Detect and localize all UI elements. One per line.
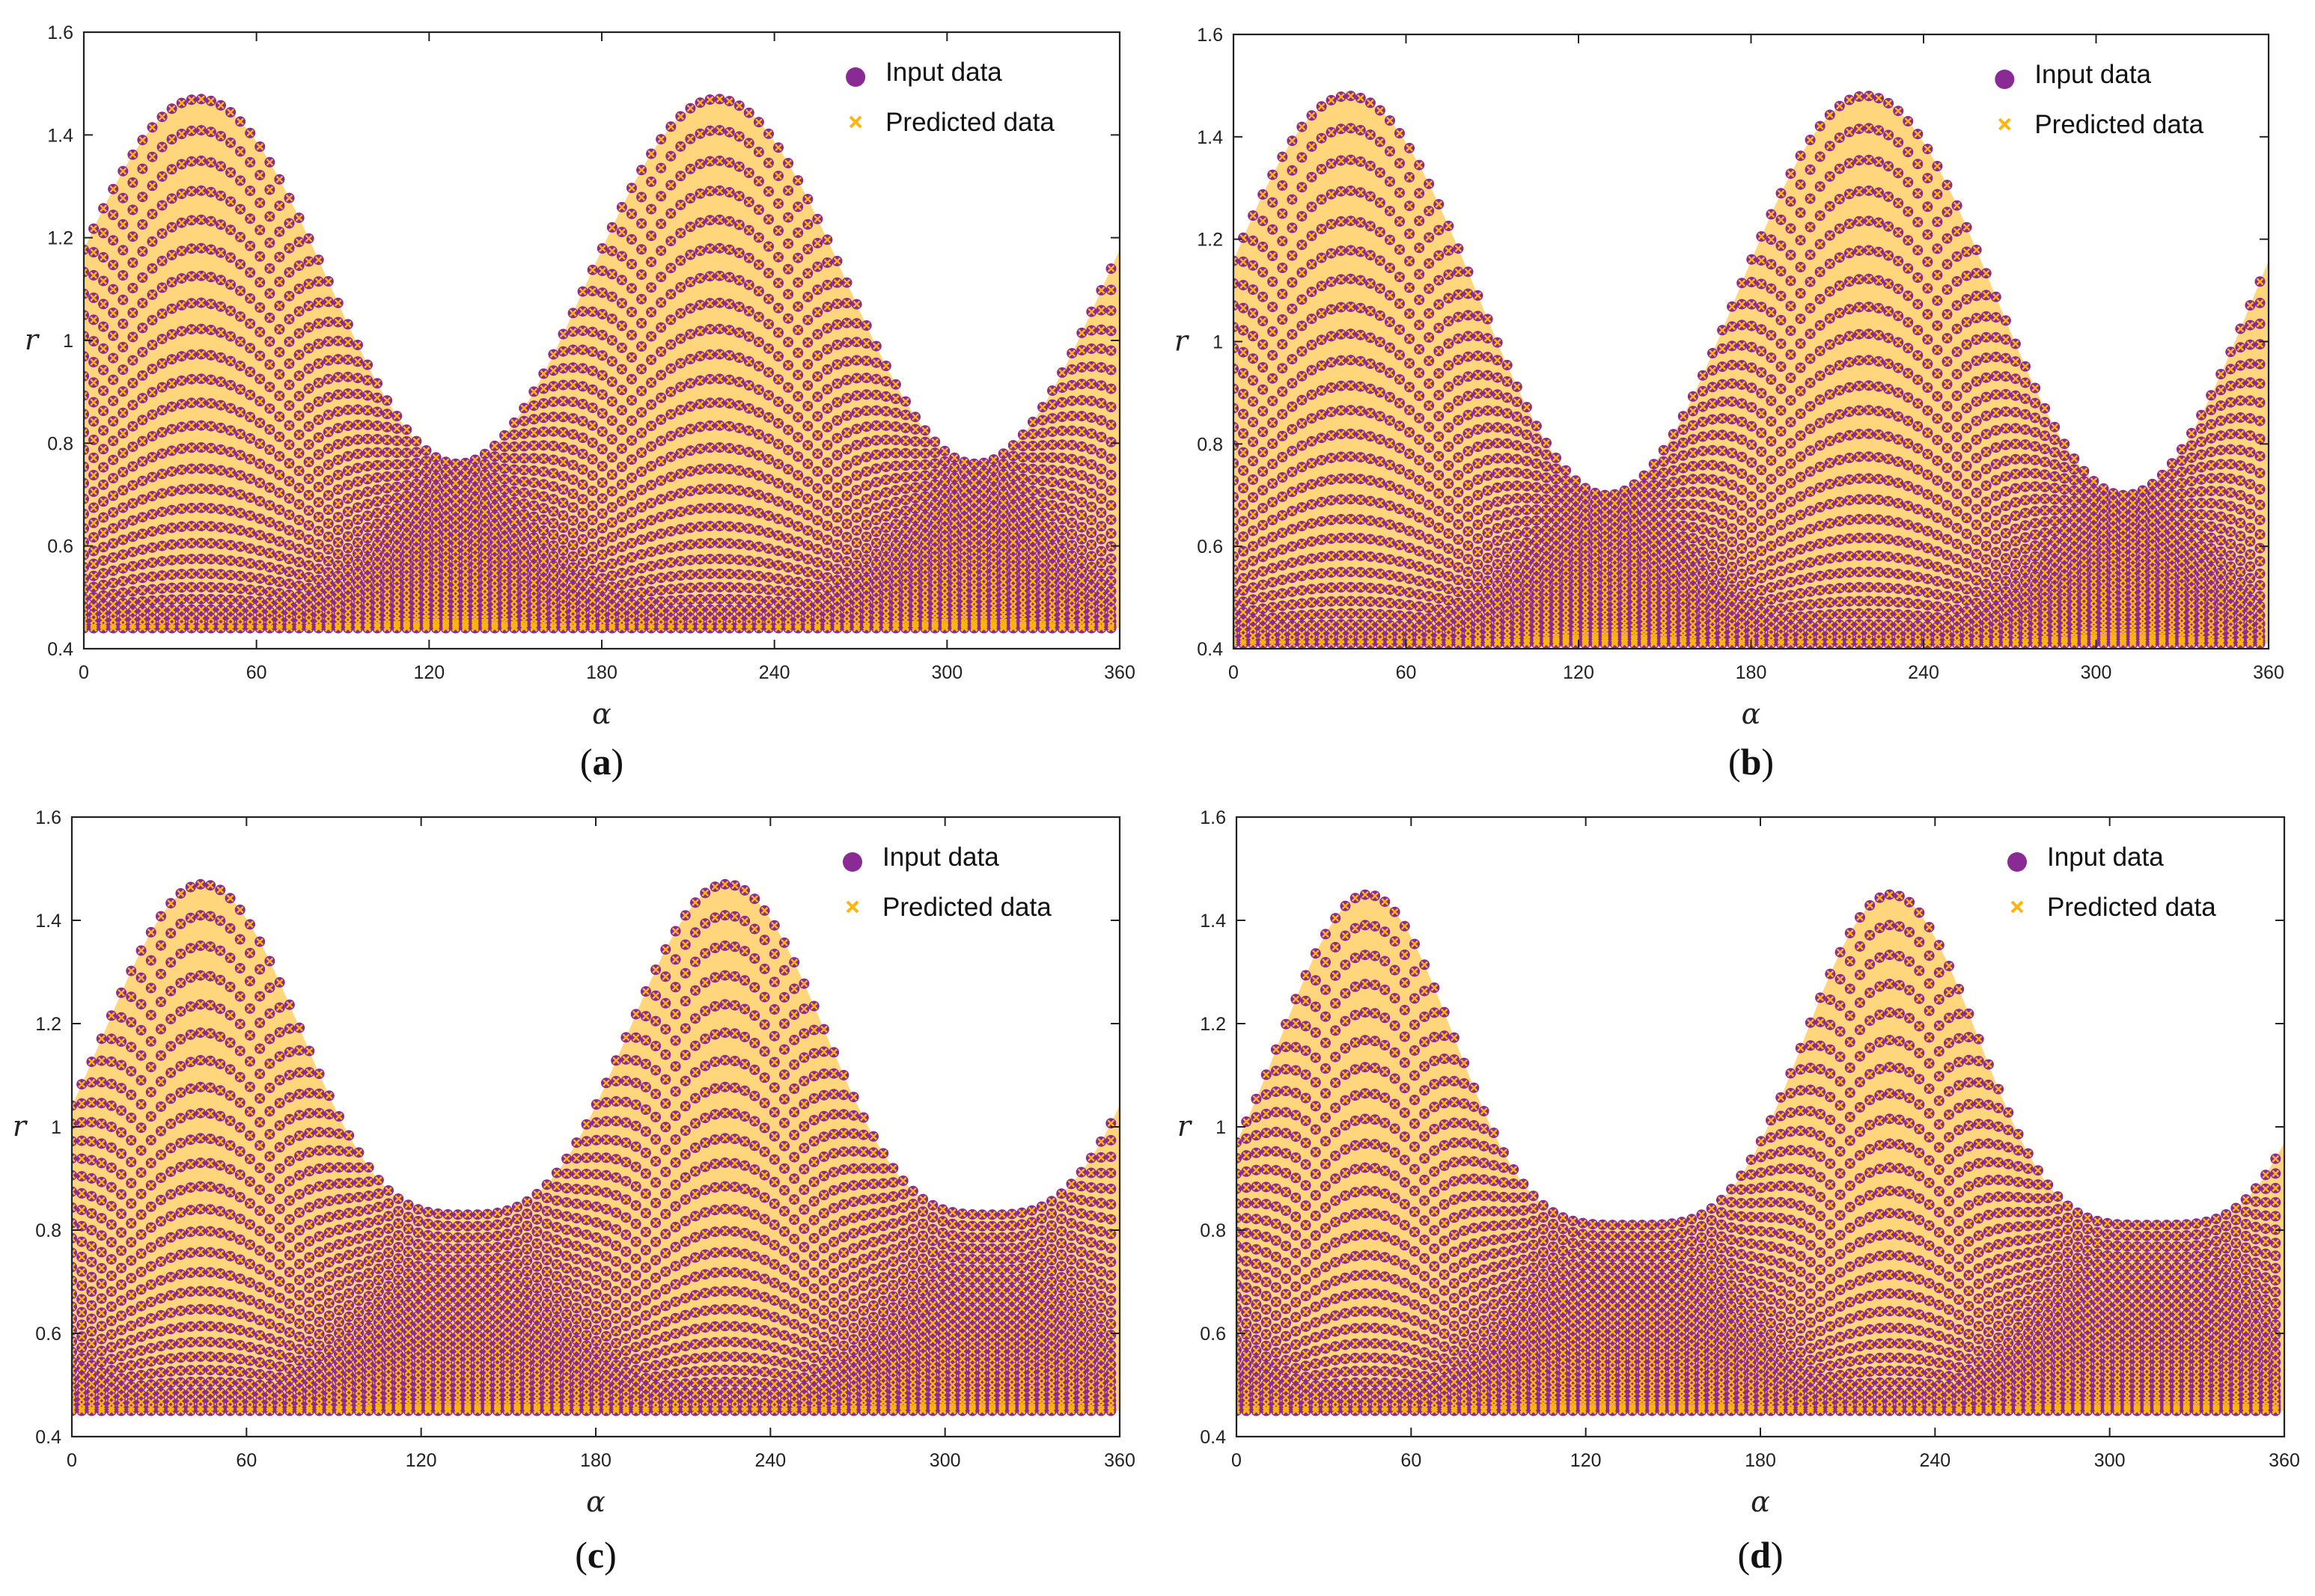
x-tick-label: 240 <box>754 1450 786 1471</box>
x-tick-label: 60 <box>1396 662 1417 683</box>
x-axis-label: α <box>1751 1485 1770 1518</box>
x-tick-label: 60 <box>1400 1450 1421 1471</box>
x-tick-label: 300 <box>930 1450 961 1471</box>
y-tick-label: 1.6 <box>35 807 61 828</box>
y-tick-label: 1.4 <box>1197 127 1223 148</box>
y-tick-label: 0.4 <box>1200 1427 1226 1448</box>
y-tick-label: 0.8 <box>1197 434 1223 455</box>
legend-predicted-label: Predicted data <box>2047 893 2216 922</box>
x-tick-label: 300 <box>931 662 963 683</box>
x-tick-label: 300 <box>2081 662 2112 683</box>
y-tick-label: 1 <box>51 1117 61 1138</box>
y-tick-label: 0.6 <box>1200 1324 1226 1345</box>
y-tick-label: 1 <box>1213 332 1223 353</box>
y-tick-label: 1.4 <box>1200 911 1226 932</box>
legend-input-marker <box>2007 852 2027 872</box>
x-tick-label: 0 <box>67 1450 77 1471</box>
x-tick-label: 0 <box>79 662 89 683</box>
x-tick-label: 180 <box>1745 1450 1776 1471</box>
y-tick-label: 0.4 <box>47 639 73 660</box>
y-tick-label: 1 <box>63 331 73 352</box>
x-tick-label: 60 <box>246 662 267 683</box>
x-tick-label: 120 <box>413 662 445 683</box>
y-tick-label: 1.2 <box>35 1014 61 1035</box>
y-tick-label: 0.8 <box>1200 1220 1226 1241</box>
y-tick-label: 1.6 <box>1197 25 1223 46</box>
x-tick-label: 240 <box>1908 662 1939 683</box>
x-tick-label: 120 <box>1563 662 1594 683</box>
y-tick-label: 1.6 <box>1200 807 1226 828</box>
y-tick-label: 0.6 <box>35 1324 61 1345</box>
x-tick-label: 120 <box>406 1450 437 1471</box>
x-tick-label: 300 <box>2094 1450 2126 1471</box>
panel-caption: (a) <box>580 741 623 783</box>
x-tick-label: 180 <box>586 662 617 683</box>
y-tick-label: 1.2 <box>1200 1014 1226 1035</box>
y-axis-label: r <box>25 323 40 356</box>
y-tick-label: 1.4 <box>47 125 73 146</box>
x-tick-label: 360 <box>1104 662 1135 683</box>
legend-input-marker <box>1995 70 2014 89</box>
y-tick-label: 0.6 <box>47 536 73 557</box>
legend-predicted-label: Predicted data <box>2034 110 2203 139</box>
y-tick-label: 1 <box>1216 1117 1226 1138</box>
y-tick-label: 1.2 <box>1197 230 1223 251</box>
y-tick-label: 0.8 <box>47 433 73 454</box>
x-tick-label: 180 <box>1736 662 1767 683</box>
y-tick-label: 0.8 <box>35 1220 61 1241</box>
y-tick-label: 0.4 <box>35 1427 61 1448</box>
x-tick-label: 240 <box>759 662 790 683</box>
legend-predicted-label: Predicted data <box>885 108 1055 137</box>
x-tick-label: 360 <box>2269 1450 2300 1471</box>
panel-caption: (b) <box>1728 741 1774 783</box>
x-tick-label: 360 <box>2253 662 2284 683</box>
x-tick-label: 360 <box>1104 1450 1135 1471</box>
y-axis-label: r <box>1174 325 1190 358</box>
x-axis-label: α <box>1742 697 1761 730</box>
panel-caption: (c) <box>575 1534 617 1576</box>
x-tick-label: 0 <box>1231 1450 1242 1471</box>
y-tick-label: 1.6 <box>47 22 73 43</box>
legend-input-label: Input data <box>885 58 1002 87</box>
x-tick-label: 120 <box>1570 1450 1602 1471</box>
legend-input-label: Input data <box>882 843 999 872</box>
y-tick-label: 1.4 <box>35 911 61 932</box>
legend-input-label: Input data <box>2047 843 2164 872</box>
x-tick-label: 180 <box>580 1450 611 1471</box>
y-tick-label: 0.6 <box>1197 536 1223 557</box>
y-axis-label: r <box>1177 1110 1193 1143</box>
legend-input-label: Input data <box>2034 60 2151 89</box>
x-tick-label: 0 <box>1228 662 1239 683</box>
x-axis-label: α <box>592 697 611 730</box>
x-tick-label: 240 <box>1919 1450 1950 1471</box>
panel-caption: (d) <box>1737 1534 1783 1576</box>
y-tick-label: 1.2 <box>47 228 73 249</box>
legend-input-marker <box>843 852 862 872</box>
legend-predicted-label: Predicted data <box>882 893 1052 922</box>
y-axis-label: r <box>13 1110 28 1143</box>
x-axis-label: α <box>586 1485 606 1518</box>
x-tick-label: 60 <box>236 1450 257 1471</box>
legend-input-marker <box>846 67 865 87</box>
y-tick-label: 0.4 <box>1197 639 1223 660</box>
